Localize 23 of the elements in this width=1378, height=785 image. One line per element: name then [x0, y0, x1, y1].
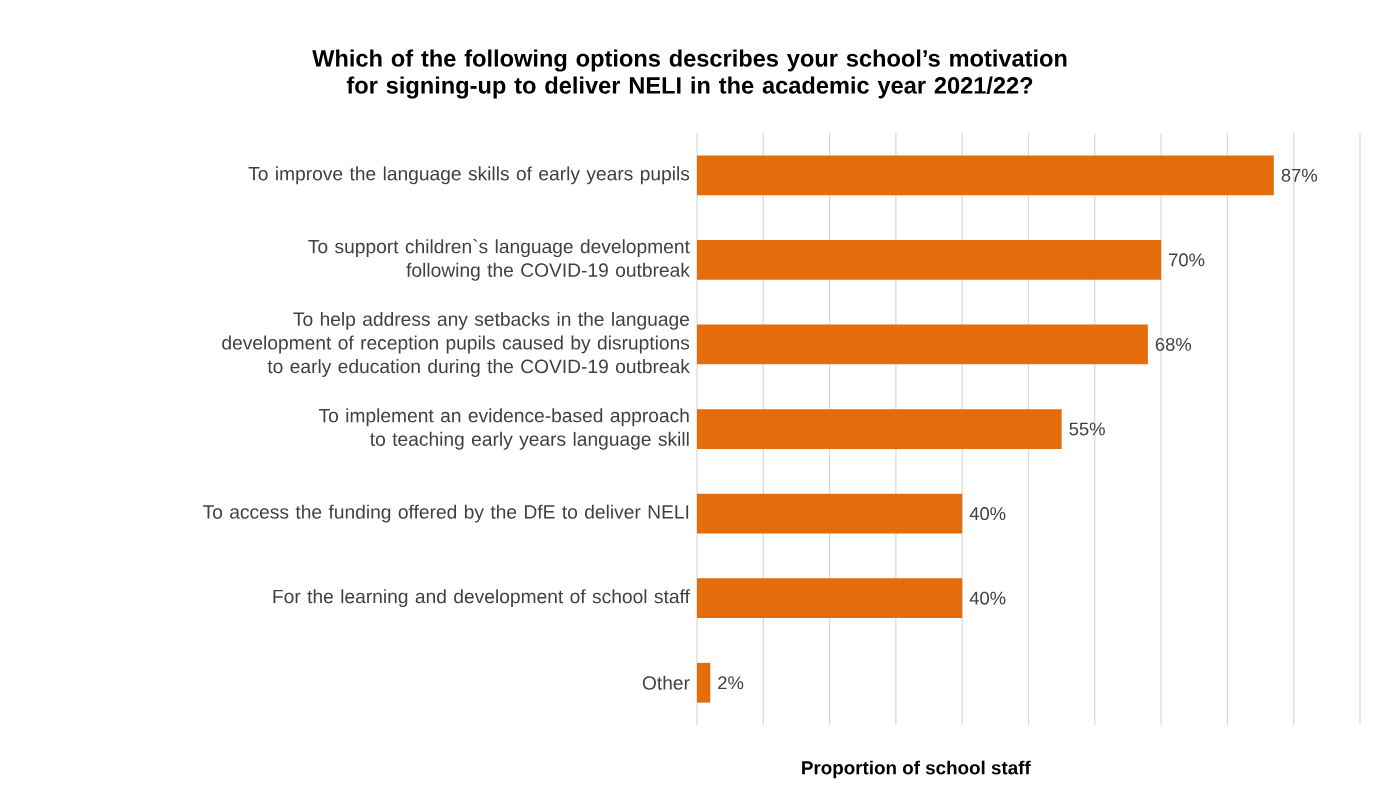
y-tick-label: To access the funding offered by the DfE to deliver NELI	[203, 504, 689, 523]
y-tick-label: To help address any setbacks in the language development of reception pupils caused by disruptions to early education during the COVID-19 outbreak	[222, 311, 690, 378]
bar	[697, 409, 1062, 449]
data-label: 2%	[718, 676, 744, 690]
bar	[697, 493, 963, 534]
bar	[697, 155, 1274, 196]
data-label: 70%	[1169, 253, 1205, 267]
bar	[697, 324, 1148, 365]
bar	[697, 662, 711, 703]
y-tick-label: Other	[642, 675, 690, 690]
x-axis-title: Proportion of school staff	[802, 760, 1031, 779]
chart-title: Which of the following options describes your school’s motivation for signing-up to deliver NELI in the academic year 2021/22?	[312, 49, 1067, 99]
data-label: 68%	[1155, 338, 1192, 352]
bar	[697, 240, 1162, 280]
data-label: 87%	[1281, 168, 1318, 182]
data-label: 40%	[969, 507, 1006, 521]
y-tick-label: To support children`s language development following the COVID-19 outbreak	[308, 239, 690, 281]
y-tick-label: To implement an evidence-based approach to teaching early years language skill	[318, 408, 689, 450]
y-tick-label: For the learning and development of school staff	[273, 589, 690, 608]
bar	[697, 578, 963, 619]
y-tick-label: To improve the language skills of early years pupils	[248, 166, 690, 185]
data-label: 55%	[1069, 422, 1105, 436]
data-label: 40%	[969, 591, 1006, 605]
